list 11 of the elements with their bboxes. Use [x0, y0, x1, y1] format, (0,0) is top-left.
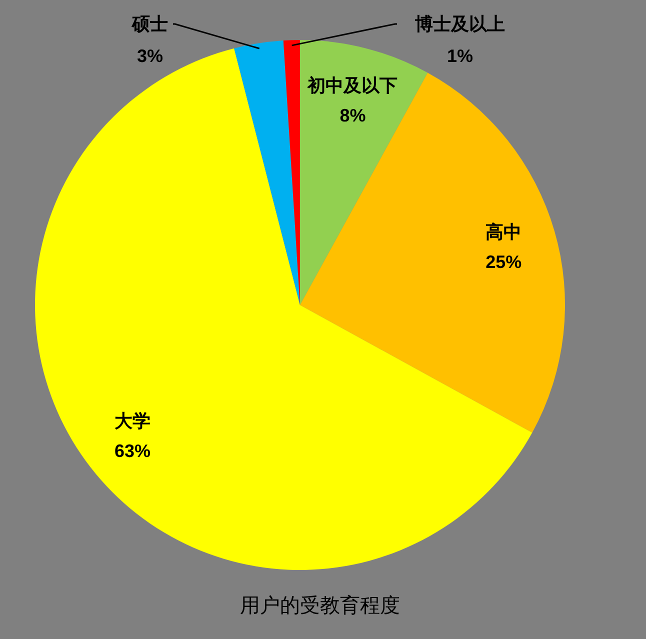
data-label: 1%: [446, 46, 474, 66]
slice-label: 初中及以下: [306, 76, 398, 96]
data-label: 8%: [340, 106, 366, 126]
slice-label: 硕士: [131, 14, 168, 34]
data-label: 3%: [136, 46, 164, 66]
data-label: 63%: [114, 440, 151, 461]
slice-label: 大学: [113, 410, 150, 431]
slice-label: 博士及以上: [414, 14, 505, 34]
text: 用户的受教育程度: [240, 594, 400, 617]
slice-label: 高中: [486, 222, 522, 242]
data-label: 25%: [486, 252, 522, 272]
